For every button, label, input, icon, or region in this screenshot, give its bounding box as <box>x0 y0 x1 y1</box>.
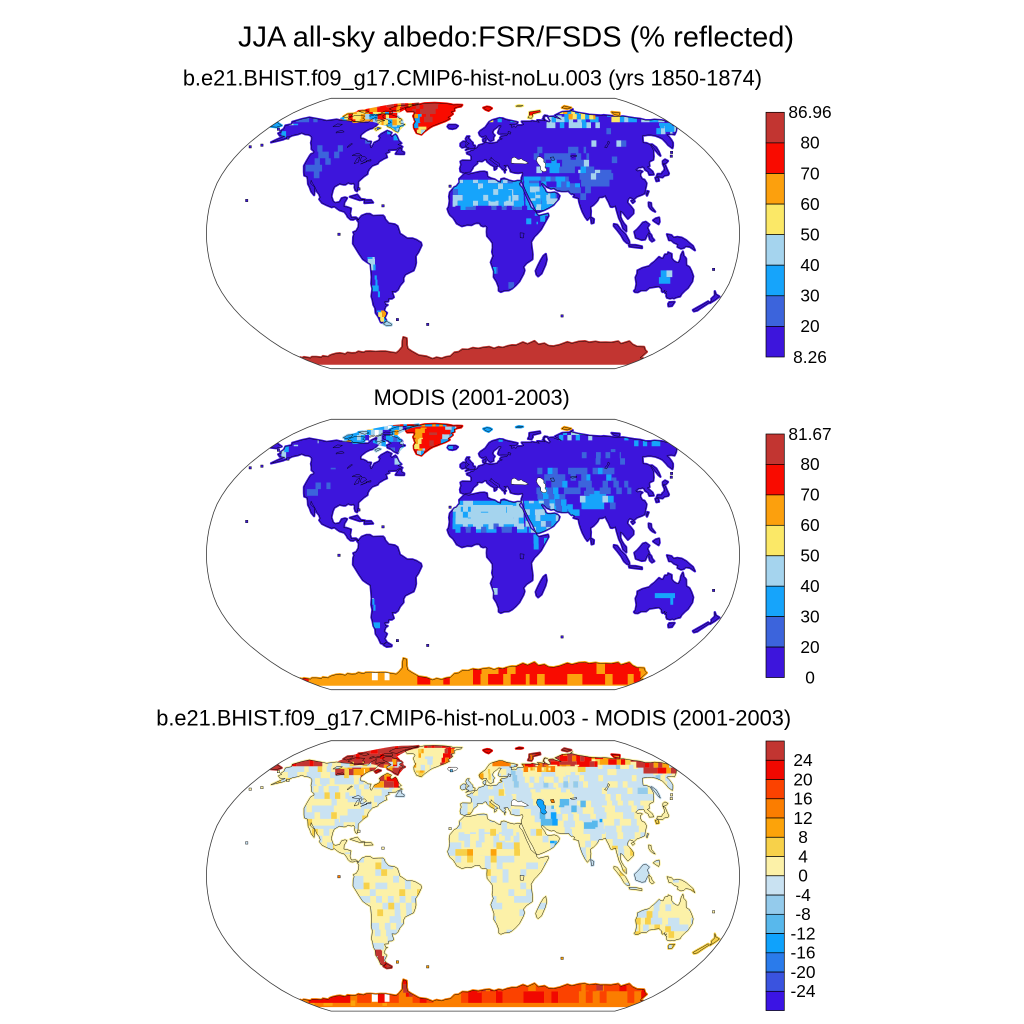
svg-text:30: 30 <box>800 606 819 626</box>
svg-text:40: 40 <box>800 576 819 596</box>
svg-text:30: 30 <box>800 286 819 306</box>
svg-text:4: 4 <box>798 846 808 866</box>
svg-text:-20: -20 <box>791 962 816 982</box>
svg-text:8: 8 <box>798 827 808 847</box>
svg-text:20: 20 <box>800 637 819 657</box>
svg-text:80: 80 <box>800 454 819 474</box>
svg-text:24: 24 <box>793 750 813 770</box>
svg-text:-4: -4 <box>795 885 811 905</box>
svg-text:86.96: 86.96 <box>788 102 831 122</box>
svg-text:70: 70 <box>800 485 819 505</box>
svg-text:50: 50 <box>800 546 819 566</box>
svg-text:b.e21.BHIST.f09_g17.CMIP6-hist: b.e21.BHIST.f09_g17.CMIP6-hist-noLu.003 … <box>156 705 791 730</box>
svg-text:8.26: 8.26 <box>793 347 827 367</box>
svg-text:60: 60 <box>800 194 819 214</box>
svg-text:JJA all-sky albedo:FSR/FSDS (%: JJA all-sky albedo:FSR/FSDS (% reflected… <box>238 22 794 54</box>
svg-text:-24: -24 <box>791 981 816 1001</box>
svg-text:60: 60 <box>800 515 819 535</box>
svg-text:80: 80 <box>800 133 819 153</box>
svg-text:16: 16 <box>793 789 812 809</box>
svg-text:-12: -12 <box>791 923 816 943</box>
svg-text:50: 50 <box>800 224 819 244</box>
svg-text:20: 20 <box>800 316 819 336</box>
svg-text:MODIS (2001-2003): MODIS (2001-2003) <box>374 385 570 410</box>
svg-text:b.e21.BHIST.f09_g17.CMIP6-hist: b.e21.BHIST.f09_g17.CMIP6-hist-noLu.003 … <box>183 66 762 91</box>
svg-text:40: 40 <box>800 255 819 275</box>
svg-text:12: 12 <box>793 808 812 828</box>
svg-text:-16: -16 <box>791 943 816 963</box>
svg-text:20: 20 <box>793 769 812 789</box>
svg-text:0: 0 <box>798 866 808 886</box>
svg-text:70: 70 <box>800 163 819 183</box>
svg-text:0: 0 <box>805 667 815 687</box>
svg-text:-8: -8 <box>795 904 810 924</box>
svg-text:81.67: 81.67 <box>788 424 831 444</box>
